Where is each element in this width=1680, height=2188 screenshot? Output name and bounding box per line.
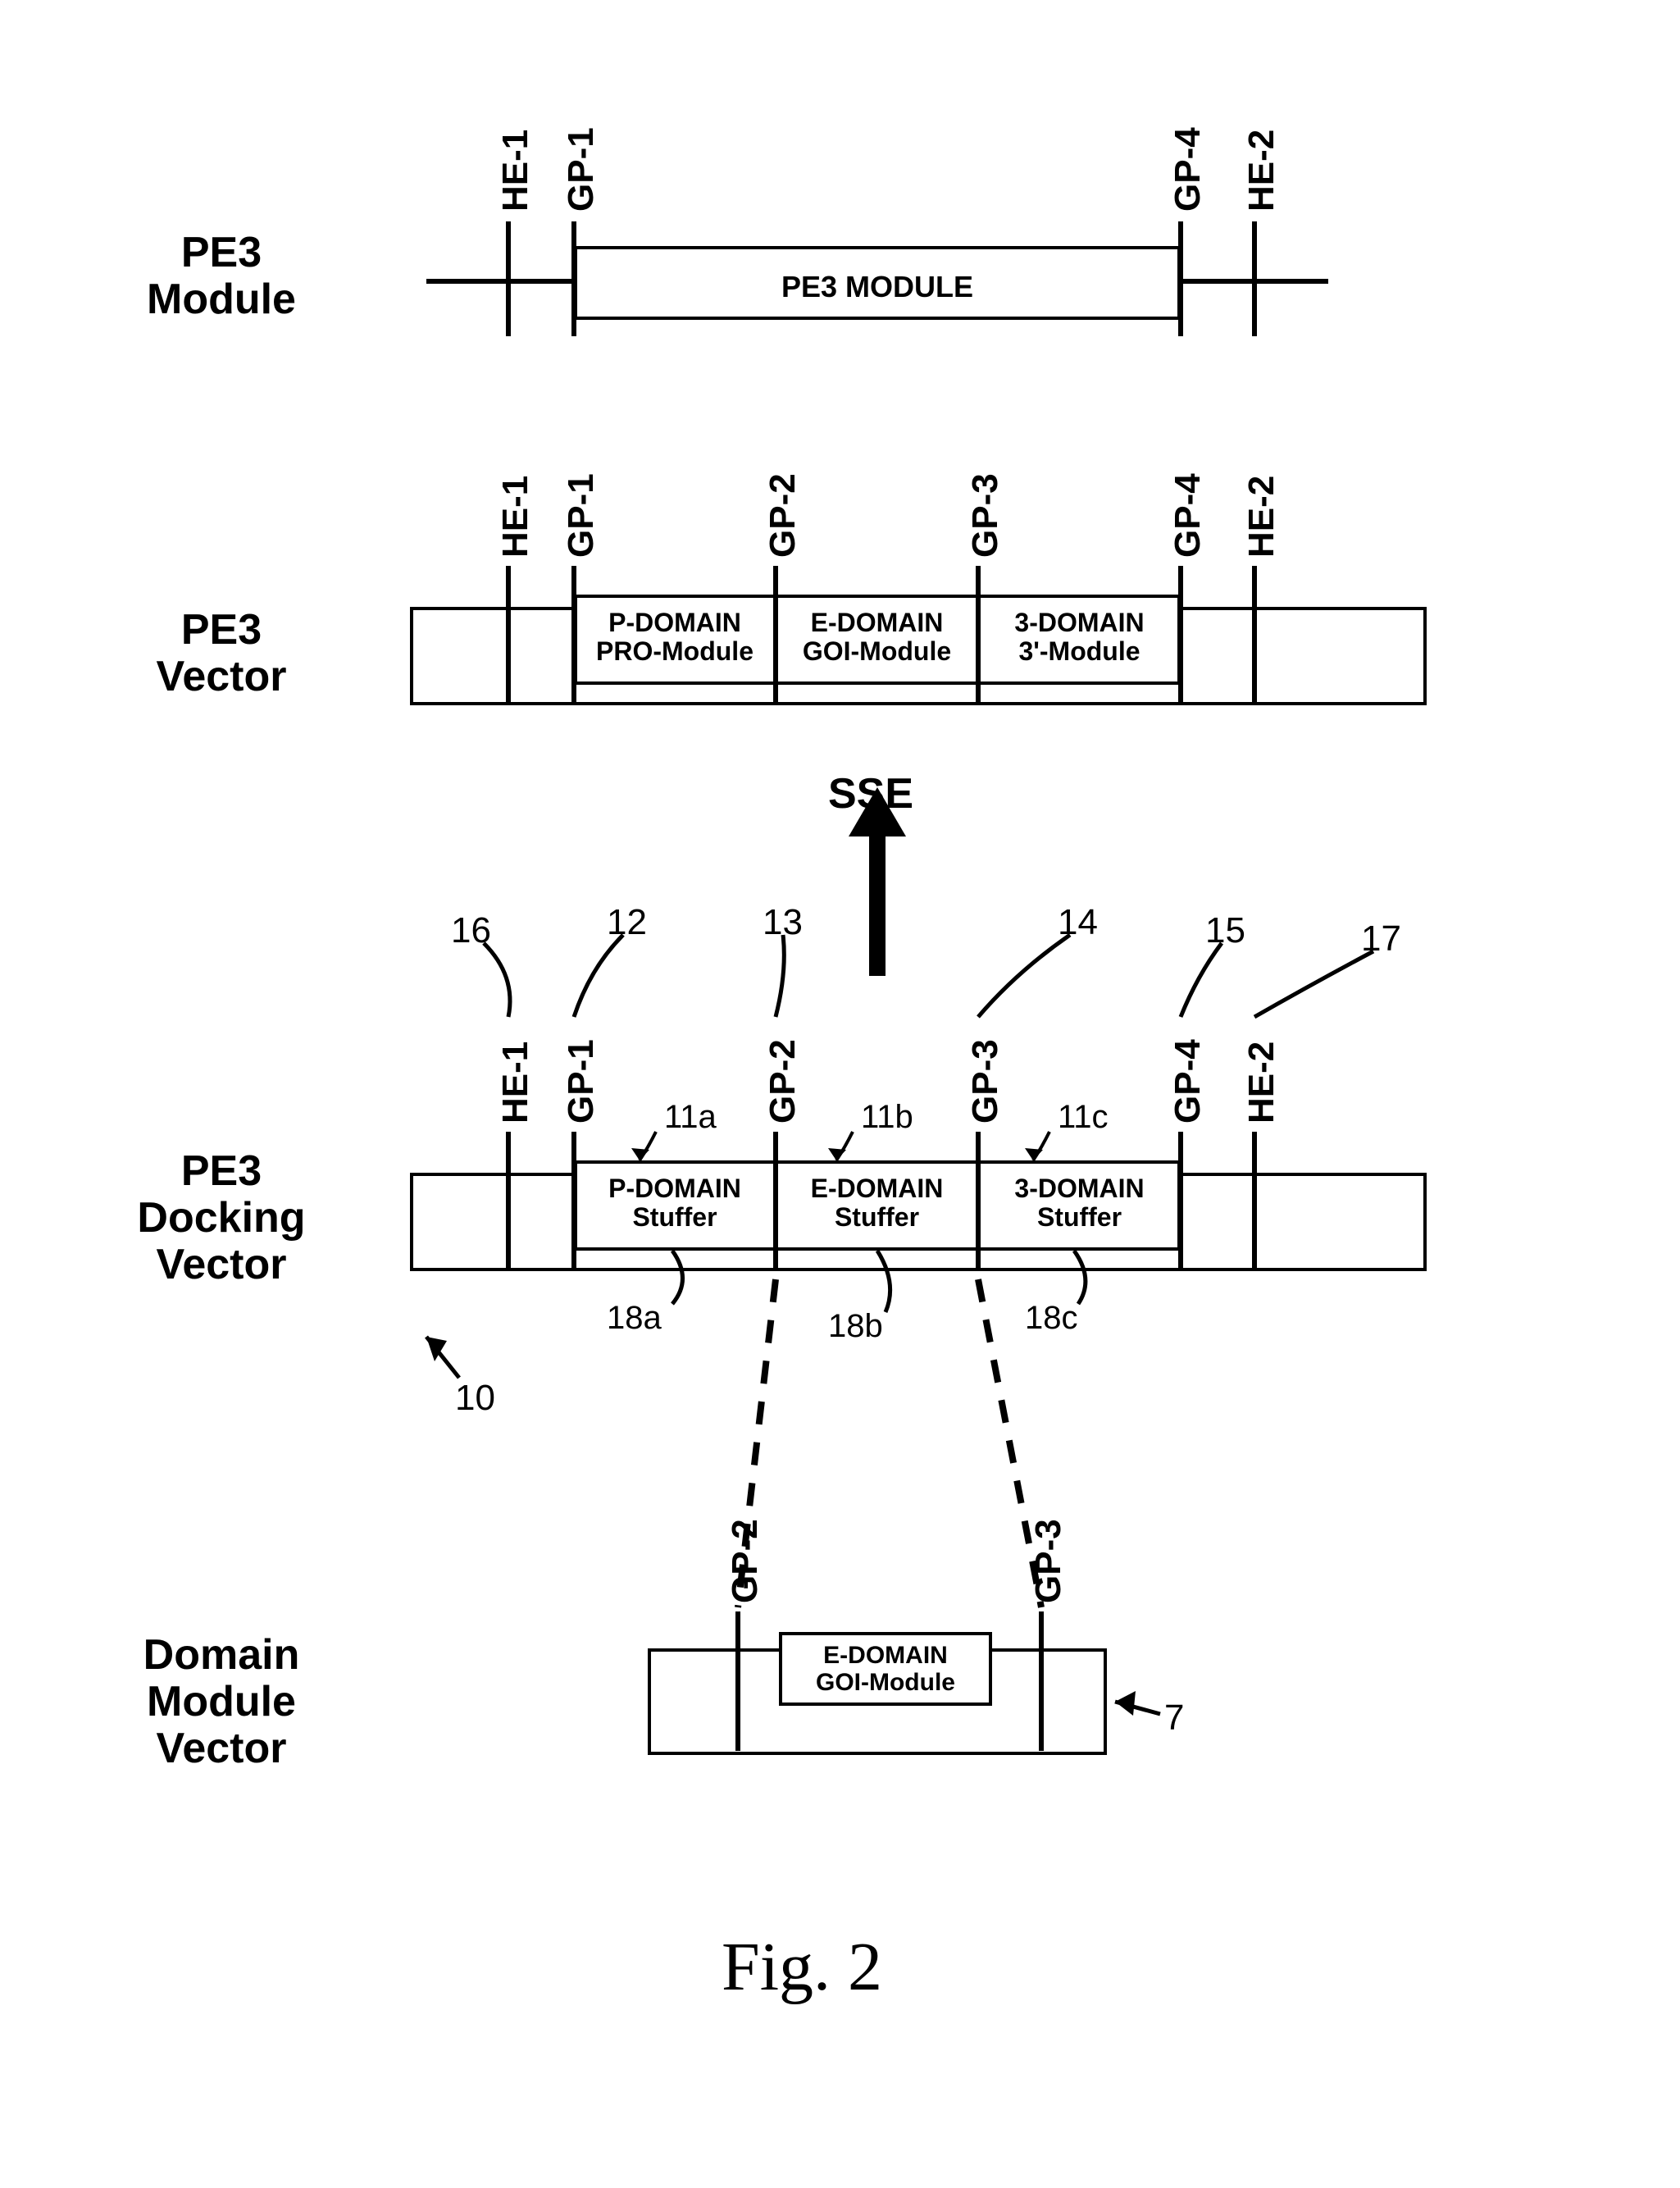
domain-lbl-gp2: GP-2 — [725, 1519, 766, 1603]
docking-tick-gp2 — [773, 1132, 778, 1271]
vector-tick-he1 — [506, 566, 511, 705]
domain-tick-gp3 — [1039, 1611, 1044, 1751]
module-box-label: PE3 MODULE — [577, 271, 1177, 303]
row-label-vector-l1: PE3 — [181, 606, 262, 654]
module-tick-he1 — [506, 221, 511, 336]
vector-e-l2: GOI-Module — [803, 636, 951, 666]
module-tick-gp4 — [1178, 221, 1183, 336]
docking-tick-gp1 — [571, 1132, 576, 1271]
module-tick-he2 — [1252, 221, 1257, 336]
domain-slot-e: E-DOMAIN GOI-Module — [779, 1642, 992, 1696]
ann-18a: 18a — [607, 1300, 662, 1337]
row-label-module-l1: PE3 — [181, 229, 262, 276]
row-label-docking-l1: PE3 — [181, 1147, 262, 1195]
ann-13: 13 — [763, 902, 803, 943]
ann-18b: 18b — [828, 1308, 883, 1345]
module-box: PE3 MODULE — [574, 246, 1181, 320]
row-label-domain: Domain Module Vector — [98, 1632, 344, 1773]
vector-tick-he2 — [1252, 566, 1257, 705]
vector-e-l1: E-DOMAIN — [811, 608, 944, 637]
vector-t-l1: 3-DOMAIN — [1014, 608, 1144, 637]
docking-tick-he2 — [1252, 1132, 1257, 1271]
row-label-module: PE3 Module — [115, 230, 328, 323]
ann-7: 7 — [1164, 1698, 1184, 1739]
module-lbl-gp1: GP-1 — [561, 127, 602, 212]
vector-tick-gp3 — [976, 566, 981, 705]
vector-slot-t: 3-DOMAIN 3'-Module — [978, 609, 1181, 666]
docking-lbl-gp2: GP-2 — [763, 1039, 804, 1124]
domain-e-l1: E-DOMAIN — [823, 1642, 948, 1669]
docking-slot-e: E-DOMAIN Stuffer — [776, 1174, 978, 1232]
vector-tick-gp1 — [571, 566, 576, 705]
vector-lbl-gp3: GP-3 — [965, 473, 1006, 558]
vector-lbl-gp1: GP-1 — [561, 473, 602, 558]
svg-overlay — [0, 0, 1680, 2188]
vector-tick-gp2 — [773, 566, 778, 705]
row-label-docking: PE3 Docking Vector — [98, 1148, 344, 1289]
module-lbl-he1: HE-1 — [495, 130, 536, 212]
figure-caption: Fig. 2 — [722, 1927, 882, 2007]
vector-lbl-he1: HE-1 — [495, 476, 536, 558]
docking-p-l1: P-DOMAIN — [608, 1174, 741, 1203]
ann-11c: 11c — [1058, 1099, 1109, 1136]
row-label-domain-l3: Vector — [157, 1725, 287, 1772]
ann-17: 17 — [1361, 919, 1401, 960]
docking-p-l2: Stuffer — [632, 1202, 717, 1232]
docking-lbl-he2: HE-2 — [1241, 1042, 1282, 1124]
vector-lbl-gp2: GP-2 — [763, 473, 804, 558]
docking-tick-he1 — [506, 1132, 511, 1271]
row-label-module-l2: Module — [147, 276, 296, 323]
sse-label: SSE — [828, 771, 913, 818]
diagram-stage: PE3 Module PE3 MODULE HE-1 GP-1 GP-4 HE-… — [0, 0, 1680, 2188]
ann-14: 14 — [1058, 902, 1098, 943]
module-tick-gp1 — [571, 221, 576, 336]
docking-t-l1: 3-DOMAIN — [1014, 1174, 1144, 1203]
docking-slot-p: P-DOMAIN Stuffer — [574, 1174, 776, 1232]
ann-11a: 11a — [664, 1099, 717, 1136]
vector-p-l1: P-DOMAIN — [608, 608, 741, 637]
docking-lbl-gp4: GP-4 — [1168, 1039, 1209, 1124]
ann-15: 15 — [1205, 910, 1245, 951]
module-lbl-he2: HE-2 — [1241, 130, 1282, 212]
vector-slot-e: E-DOMAIN GOI-Module — [776, 609, 978, 666]
docking-tick-gp3 — [976, 1132, 981, 1271]
vector-lbl-he2: HE-2 — [1241, 476, 1282, 558]
docking-e-l1: E-DOMAIN — [811, 1174, 944, 1203]
vector-p-l2: PRO-Module — [596, 636, 753, 666]
row-label-vector: PE3 Vector — [115, 607, 328, 700]
module-lbl-gp4: GP-4 — [1168, 127, 1209, 212]
docking-lbl-gp1: GP-1 — [561, 1039, 602, 1124]
domain-e-l2: GOI-Module — [816, 1669, 955, 1696]
row-label-docking-l2: Docking — [137, 1194, 305, 1242]
row-label-domain-l2: Module — [147, 1678, 296, 1725]
ann-12: 12 — [607, 902, 647, 943]
ann-16: 16 — [451, 910, 491, 951]
docking-slot-t: 3-DOMAIN Stuffer — [978, 1174, 1181, 1232]
vector-tick-gp4 — [1178, 566, 1183, 705]
domain-tick-gp2 — [735, 1611, 740, 1751]
docking-lbl-he1: HE-1 — [495, 1042, 536, 1124]
docking-t-l2: Stuffer — [1037, 1202, 1122, 1232]
ann-18c: 18c — [1025, 1300, 1078, 1337]
domain-lbl-gp3: GP-3 — [1028, 1519, 1069, 1603]
docking-e-l2: Stuffer — [835, 1202, 919, 1232]
docking-tick-gp4 — [1178, 1132, 1183, 1271]
vector-lbl-gp4: GP-4 — [1168, 473, 1209, 558]
vector-t-l2: 3'-Module — [1018, 636, 1140, 666]
ann-10: 10 — [455, 1378, 495, 1419]
row-label-vector-l2: Vector — [157, 653, 287, 700]
row-label-docking-l3: Vector — [157, 1241, 287, 1288]
ann-11b: 11b — [861, 1099, 913, 1136]
row-label-domain-l1: Domain — [143, 1631, 300, 1679]
vector-slot-p: P-DOMAIN PRO-Module — [574, 609, 776, 666]
docking-lbl-gp3: GP-3 — [965, 1039, 1006, 1124]
